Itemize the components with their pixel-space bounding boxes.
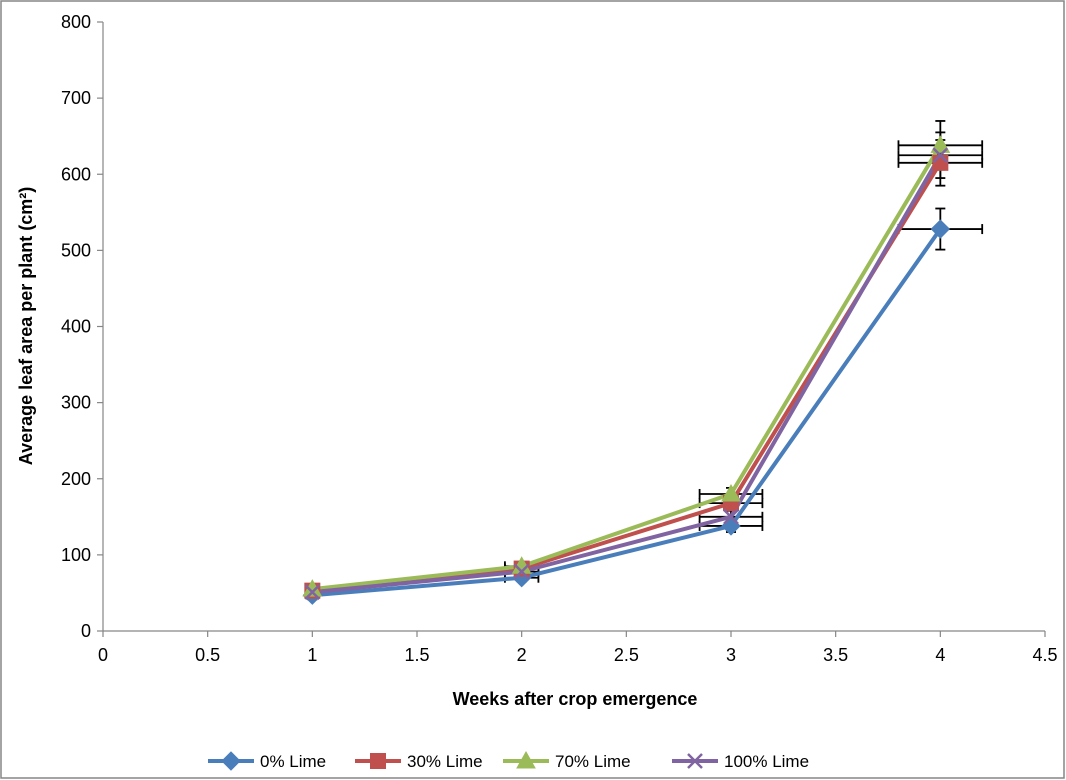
legend-label: 70% Lime	[555, 752, 631, 771]
axes: 0 100 200 300 400 500 600 700 800 0 0.5 1 1.5 2 2.5 3 3.…	[61, 12, 1058, 665]
data-point	[930, 135, 951, 153]
y-tick-label: 500	[61, 240, 91, 260]
series-line	[312, 154, 943, 595]
x-tick-label: 4.5	[1032, 645, 1057, 665]
legend-marker	[687, 753, 703, 769]
y-axis-title: Average leaf area per plant (cm²)	[16, 187, 36, 465]
data-point	[932, 147, 949, 164]
x-tick-label: 3	[726, 645, 736, 665]
y-tick-label: 700	[61, 88, 91, 108]
legend-marker	[370, 753, 386, 769]
data-point-stroke	[513, 563, 530, 580]
legend-item: 0% Lime	[208, 751, 326, 771]
data-point	[304, 584, 321, 601]
x-tick-label: 1.5	[404, 645, 429, 665]
x-tick-label: 0	[98, 645, 108, 665]
data-point	[932, 154, 949, 171]
legend-label: 0% Lime	[260, 752, 326, 771]
legend-item: 100% Lime	[672, 752, 809, 771]
series-line	[312, 227, 942, 598]
x-tick-label: 2.5	[614, 645, 639, 665]
y-tick-label: 0	[81, 621, 91, 641]
legend-marker-stroke	[687, 753, 703, 769]
legend-item: 30% Lime	[355, 752, 483, 771]
y-tick-label: 800	[61, 12, 91, 32]
data-point	[513, 563, 530, 580]
y-tick-label: 100	[61, 545, 91, 565]
x-tick-label: 0.5	[195, 645, 220, 665]
x-tick-label: 1	[307, 645, 317, 665]
data-point-stroke	[723, 508, 739, 525]
x-tick-label: 2	[517, 645, 527, 665]
y-tick-label: 300	[61, 393, 91, 413]
data-point	[721, 483, 741, 502]
data-point	[723, 508, 739, 525]
data-point-stroke	[304, 584, 321, 601]
y-tick-label: 200	[61, 469, 91, 489]
markers	[302, 135, 951, 605]
legend: 0% Lime 30% Lime 70% Lime 100% Lime	[208, 750, 809, 771]
data-point	[930, 219, 951, 239]
legend-item: 70% Lime	[503, 750, 631, 771]
legend-marker	[221, 751, 241, 771]
legend-marker	[516, 750, 536, 769]
x-tick-label: 3.5	[823, 645, 848, 665]
series-lines	[312, 144, 943, 598]
y-tick-label: 600	[61, 164, 91, 184]
series-line	[312, 144, 943, 592]
x-tick-label: 4	[935, 645, 945, 665]
x-axis-title: Weeks after crop emergence	[453, 689, 698, 709]
data-point-stroke	[932, 147, 949, 164]
y-tick-label: 400	[61, 317, 91, 337]
legend-label: 30% Lime	[407, 752, 483, 771]
legend-label: 100% Lime	[724, 752, 809, 771]
